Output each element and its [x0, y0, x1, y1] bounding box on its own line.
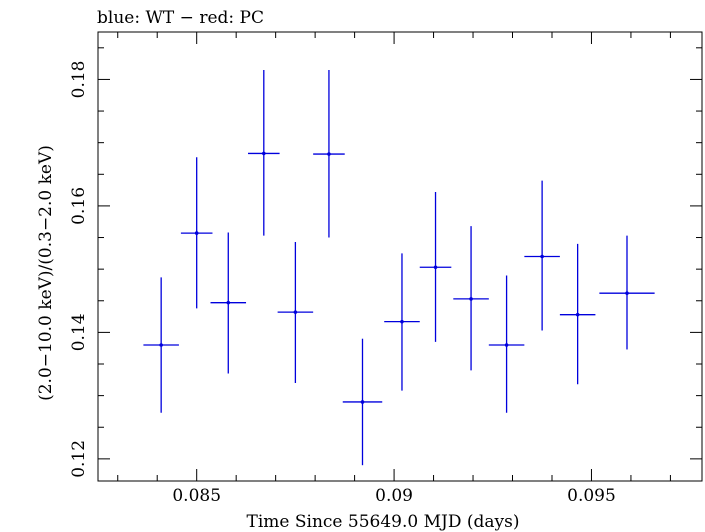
- data-points: [143, 69, 655, 466]
- x-tick-label: 0.095: [567, 486, 616, 506]
- point-marker: [625, 291, 629, 295]
- point-marker: [194, 231, 199, 235]
- y-tick-labels: 0.12 0.14 0.16 0.18: [69, 60, 89, 477]
- point-marker: [433, 265, 438, 270]
- data-point: [559, 243, 596, 385]
- data-point: [248, 69, 280, 236]
- data-point: [488, 275, 525, 413]
- x-axis-label: Time Since 55649.0 MJD (days): [247, 512, 520, 532]
- data-point: [313, 69, 345, 238]
- data-point: [277, 241, 314, 383]
- data-point: [342, 338, 383, 466]
- point-marker: [540, 254, 544, 259]
- point-marker: [504, 343, 509, 347]
- y-tick-label: 0.16: [69, 187, 89, 225]
- data-point: [419, 191, 452, 342]
- x-tick-labels: 0.085 0.09 0.095: [172, 486, 615, 506]
- data-point: [384, 253, 420, 391]
- y-tick-label: 0.14: [69, 313, 89, 351]
- y-axis-label: (2.0−10.0 keV)/(0.3−2.0 keV): [36, 145, 56, 401]
- y-tick-label: 0.18: [69, 60, 89, 98]
- data-point: [210, 232, 247, 374]
- point-marker: [469, 297, 473, 301]
- point-marker: [575, 312, 580, 317]
- data-point: [524, 180, 560, 331]
- point-marker: [226, 300, 231, 305]
- plot-frame: [97, 31, 703, 482]
- point-marker: [159, 343, 163, 347]
- data-point: [599, 235, 655, 350]
- chart-title: blue: WT − red: PC: [97, 8, 264, 28]
- x-tick-label: 0.085: [172, 486, 221, 506]
- point-marker: [293, 310, 298, 314]
- point-marker: [262, 151, 266, 156]
- y-tick-label: 0.12: [69, 440, 89, 478]
- data-point: [180, 157, 213, 309]
- point-marker: [327, 152, 331, 156]
- axis-ticks: [98, 32, 702, 481]
- data-point: [453, 226, 489, 371]
- data-point: [143, 277, 179, 413]
- point-marker: [400, 319, 404, 324]
- point-marker: [360, 400, 365, 404]
- x-tick-label: 0.09: [375, 486, 413, 506]
